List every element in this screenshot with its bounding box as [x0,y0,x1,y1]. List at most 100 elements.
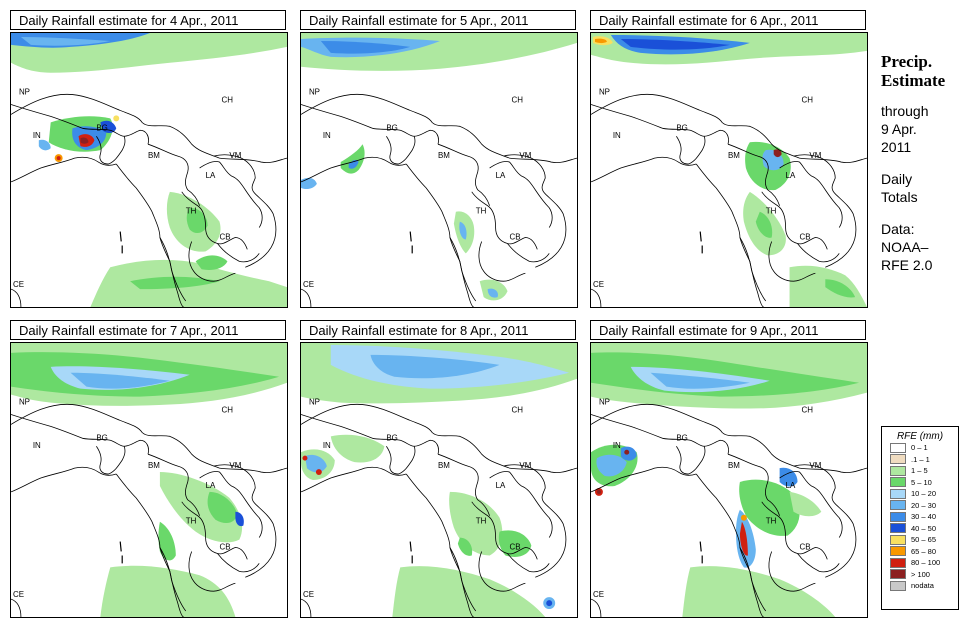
country-label-th: TH [476,207,487,216]
daily-line2: Totals [881,189,918,205]
legend-title: RFE (mm) [896,431,944,442]
country-label-ce: CE [13,280,24,289]
country-label-bm: BM [728,461,740,470]
country-label-np: NP [309,88,320,97]
country-label-ce: CE [13,590,24,599]
country-label-ch: CH [221,95,233,104]
country-label-np: NP [19,398,30,407]
country-label-cb: CB [509,542,520,551]
panel-title: Daily Rainfall estimate for 7 Apr., 2011 [10,320,286,340]
country-label-ch: CH [511,405,523,414]
country-label-in: IN [613,441,621,450]
country-label-bm: BM [438,461,450,470]
date-line1: 9 Apr. [881,121,917,137]
legend-swatch [890,442,906,453]
legend-label: 65 – 80 [911,546,937,556]
country-label-th: TH [766,517,777,526]
country-label-np: NP [599,398,610,407]
legend-label: .1 – 1 [911,454,930,464]
country-label-th: TH [766,207,777,216]
legend-item: 40 – 50 [890,523,958,535]
country-label-bm: BM [438,151,450,160]
rainfall-map: NP CH IN BG BM VM LA TH CB CE [590,32,868,308]
map-panel-apr-6: Daily Rainfall estimate for 6 Apr., 2011… [590,10,868,308]
daily-totals: Daily Totals [881,170,967,206]
legend-item: nodata [890,580,958,592]
legend-label: 1 – 5 [911,466,928,476]
map-panel-apr-8: Daily Rainfall estimate for 8 Apr., 2011… [300,320,578,618]
through-date: through 9 Apr. 2011 [881,102,967,156]
data-line1: Data: [881,221,915,237]
country-label-in: IN [33,441,41,450]
legend-label: 20 – 30 [911,500,937,510]
country-label-bm: BM [728,151,740,160]
legend-swatch [890,488,906,499]
through-label: through [881,103,929,119]
map-panel-apr-7: Daily Rainfall estimate for 7 Apr., 2011… [10,320,288,618]
panel-title: Daily Rainfall estimate for 4 Apr., 2011 [10,10,286,30]
country-label-la: LA [786,171,796,180]
country-label-bm: BM [148,151,160,160]
rainfall-map: NP CH IN BG BM VM LA TH CB CE [10,342,288,618]
legend-item: 1 – 5 [890,465,958,477]
data-line3: RFE 2.0 [881,257,933,273]
country-label-bg: BG [96,433,107,442]
country-label-vm: VM [229,461,241,470]
rainfall-map: NP CH IN BG BM VM LA TH CB CE [590,342,868,618]
country-label-cb: CB [509,232,520,241]
country-label-cb: CB [799,542,810,551]
country-label-ch: CH [801,405,813,414]
data-source: Data: NOAA– RFE 2.0 [881,220,967,274]
side-title-line2: Estimate [881,71,946,90]
country-label-ce: CE [303,280,314,289]
legend-item: 5 – 10 [890,477,958,489]
legend-item: 30 – 40 [890,511,958,523]
legend-item: 20 – 30 [890,500,958,512]
rainfall-map: NP CH IN BG BM VM LA TH CB CE [10,32,288,308]
country-label-bm: BM [148,461,160,470]
country-label-in: IN [323,131,331,140]
country-label-cb: CB [219,232,230,241]
country-label-ce: CE [593,590,604,599]
country-label-th: TH [186,517,197,526]
legend-swatch [890,465,906,476]
panel-title: Daily Rainfall estimate for 5 Apr., 2011 [300,10,576,30]
country-label-vm: VM [809,151,821,160]
country-label-ch: CH [801,95,813,104]
country-label-ce: CE [303,590,314,599]
side-title: Precip. Estimate [881,52,967,90]
rainfall-map: NP CH IN BG BM VM LA TH CB CE [300,342,578,618]
country-label-bg: BG [96,123,107,132]
legend-label: 10 – 20 [911,489,937,499]
legend-item: > 100 [890,569,958,581]
legend-item: 65 – 80 [890,546,958,558]
legend-item: 50 – 65 [890,534,958,546]
legend-label: 80 – 100 [911,558,941,568]
data-line2: NOAA– [881,239,929,255]
country-label-vm: VM [519,461,531,470]
legend-label: 50 – 65 [911,535,937,545]
legend-swatch [890,557,906,568]
legend-item: .1 – 1 [890,454,958,466]
country-label-bg: BG [676,123,687,132]
country-label-la: LA [206,481,216,490]
country-label-np: NP [19,88,30,97]
country-label-in: IN [613,131,621,140]
country-label-np: NP [309,398,320,407]
country-label-in: IN [323,441,331,450]
country-label-bg: BG [386,433,397,442]
daily-line1: Daily [881,171,913,187]
country-label-ch: CH [221,405,233,414]
map-panel-apr-9: Daily Rainfall estimate for 9 Apr., 2011… [590,320,868,618]
country-label-la: LA [496,171,506,180]
legend-swatch [890,534,906,545]
panel-title: Daily Rainfall estimate for 9 Apr., 2011 [590,320,866,340]
country-label-th: TH [186,207,197,216]
panel-title: Daily Rainfall estimate for 8 Apr., 2011 [300,320,576,340]
legend-swatch [890,523,906,534]
legend-swatch [890,477,906,488]
legend-label: 40 – 50 [911,523,937,533]
country-label-ce: CE [593,280,604,289]
